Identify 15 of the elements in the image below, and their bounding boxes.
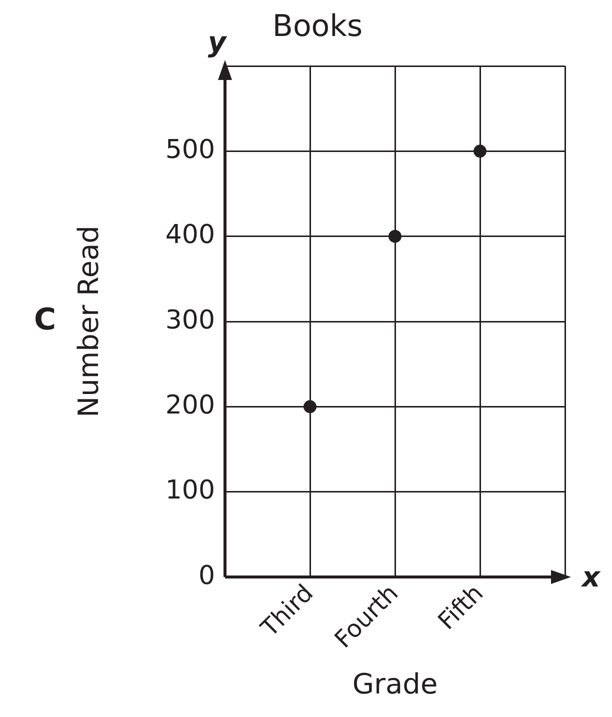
y-tick-label: 200	[165, 390, 215, 420]
y-tick-label: 500	[165, 134, 215, 165]
y-axis-title: Number Read	[72, 226, 106, 418]
point	[388, 230, 402, 243]
point	[474, 144, 486, 158]
y-tick-label: 0	[198, 560, 215, 591]
x-axis-title: Grade	[352, 667, 438, 700]
chart-title: Books	[272, 8, 363, 44]
y-tick-label: 100	[165, 476, 215, 506]
y-tick-label: 300	[165, 305, 215, 336]
text: C	[34, 302, 56, 338]
text: x	[580, 560, 601, 594]
point	[304, 400, 316, 414]
text: y	[208, 25, 228, 58]
y-tick-label: 400	[165, 220, 215, 250]
